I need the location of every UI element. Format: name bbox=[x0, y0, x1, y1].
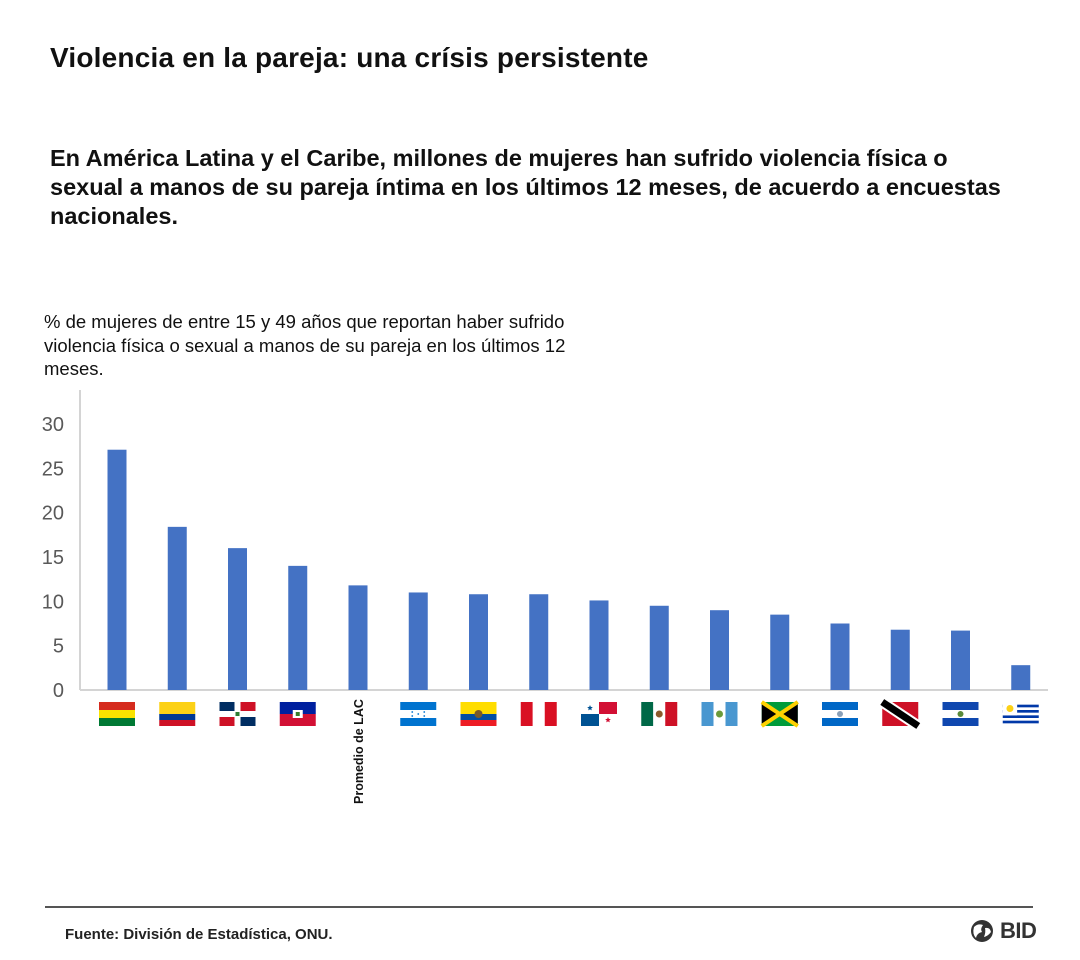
y-tick-label: 20 bbox=[42, 503, 64, 525]
bar-jamaica bbox=[770, 614, 790, 690]
chart-description: % de mujeres de entre 15 y 49 años que r… bbox=[44, 311, 566, 379]
bar-ecuador bbox=[469, 594, 488, 690]
flag-uruguay-icon bbox=[1002, 702, 1039, 726]
bar-honduras bbox=[408, 592, 428, 690]
flag-haiti-icon bbox=[279, 702, 316, 726]
bar-trinidad-y-tobago bbox=[890, 629, 910, 690]
flag-bolivia-icon bbox=[99, 702, 135, 726]
bar-bolivia bbox=[107, 449, 127, 690]
bar-nicaragua bbox=[830, 623, 850, 690]
x-label-promedio-lac: Promedio de LAC bbox=[352, 699, 366, 804]
bar-promedio-de-lac bbox=[348, 585, 368, 690]
y-tick-label: 30 bbox=[42, 414, 64, 436]
chart-subtitle: En América Latina y el Caribe, millones … bbox=[50, 145, 1001, 229]
flag-honduras-icon bbox=[400, 702, 437, 726]
bar-panam- bbox=[589, 600, 609, 690]
bar-hait- bbox=[288, 565, 308, 690]
flag-republica-dominicana-icon bbox=[219, 702, 256, 726]
y-tick-label: 25 bbox=[42, 458, 64, 480]
logo-text: BID bbox=[1000, 918, 1037, 943]
flag-peru-icon bbox=[520, 702, 557, 726]
flag-colombia-icon bbox=[159, 702, 196, 726]
footer-divider bbox=[45, 906, 1033, 908]
flag-mexico-icon bbox=[641, 702, 678, 726]
y-tick-label: 5 bbox=[53, 636, 64, 658]
y-tick-label: 10 bbox=[42, 591, 64, 613]
bar-el-salvador bbox=[951, 630, 970, 690]
bar-uruguay bbox=[1011, 665, 1031, 690]
bar-colombia bbox=[167, 526, 187, 690]
bar-per- bbox=[529, 594, 549, 690]
flag-panama-icon bbox=[581, 702, 617, 726]
flag-guatemala-icon bbox=[701, 702, 738, 726]
bid-logo: BID bbox=[970, 918, 1037, 944]
flag-el-salvador-icon bbox=[942, 702, 979, 726]
bar-guatemala bbox=[710, 610, 729, 690]
x-axis-labels: Promedio de LAC bbox=[99, 697, 1039, 804]
bar-rep-blica-dominicana bbox=[228, 548, 247, 690]
flag-jamaica-icon bbox=[760, 700, 799, 728]
y-tick-label: 15 bbox=[42, 547, 64, 569]
globe-icon bbox=[971, 920, 993, 942]
chart-title: Violencia en la pareja: una crísis persi… bbox=[50, 42, 649, 73]
flag-nicaragua-icon bbox=[822, 702, 858, 726]
source-note: Fuente: División de Estadística, ONU. bbox=[65, 926, 333, 943]
y-tick-label: 0 bbox=[53, 680, 64, 702]
flag-trinidad-y-tobago-icon bbox=[879, 697, 922, 731]
bar-m-xico bbox=[649, 605, 669, 690]
flag-ecuador-icon bbox=[460, 702, 497, 726]
bars bbox=[107, 449, 1031, 690]
